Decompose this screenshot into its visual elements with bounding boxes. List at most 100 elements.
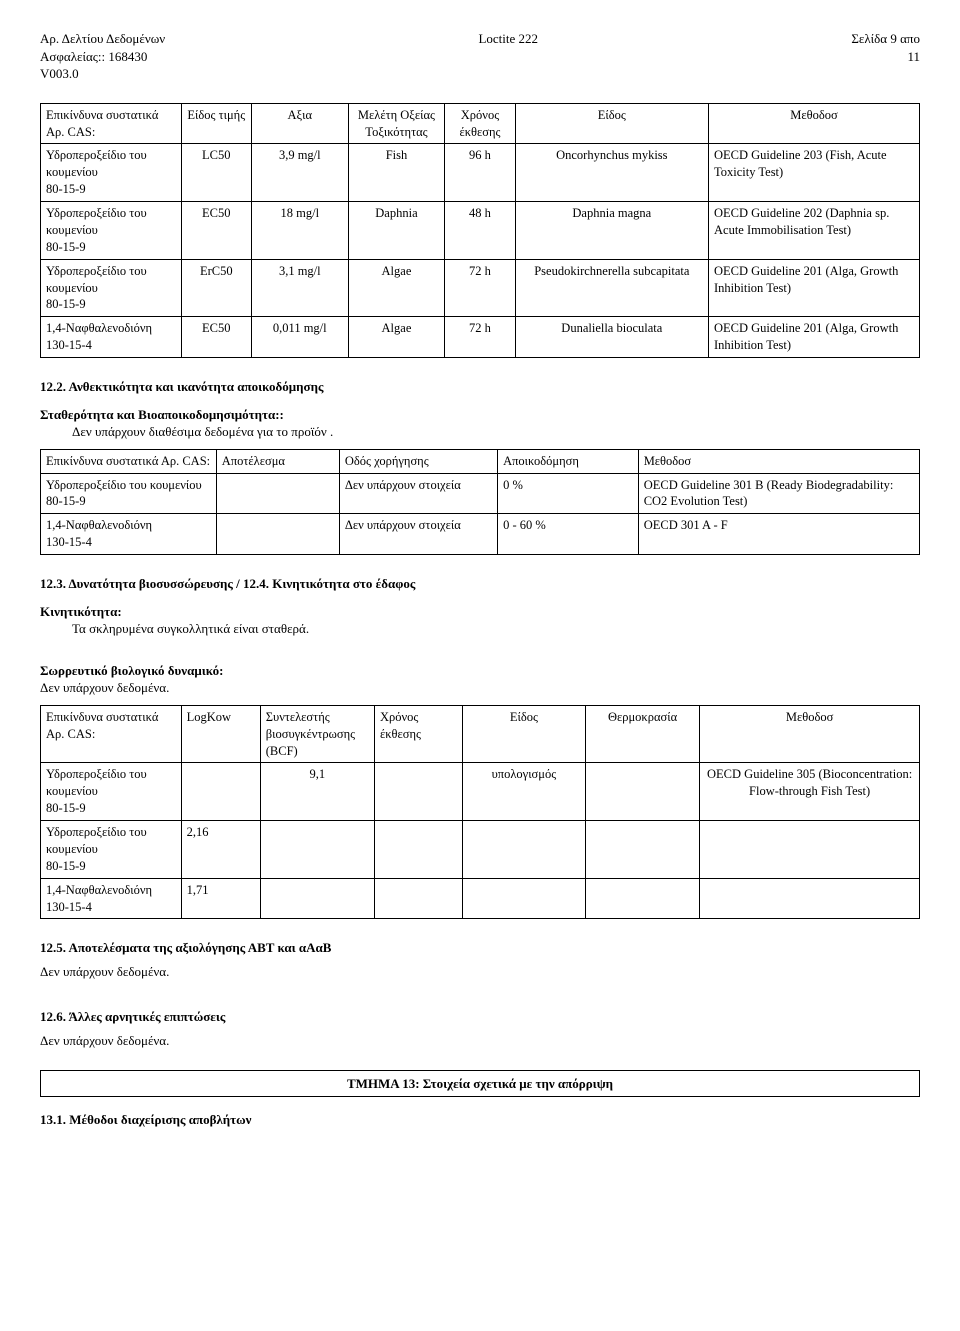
cell: 0 - 60 % bbox=[498, 514, 639, 555]
table-row: Υδροπεροξείδιο του κουμενίου80-15-9 Δεν υ… bbox=[41, 473, 920, 514]
th: Αποικοδόμηση bbox=[498, 449, 639, 473]
table-row: Υδροπεροξείδιο του κουμενίου80-15-92,16 bbox=[41, 821, 920, 879]
bioaccum-subtitle: Σωρρευτικό βιολογικό δυναμικό: bbox=[40, 662, 920, 680]
cell: Fish bbox=[348, 144, 445, 202]
section-12-3-4-title: 12.3. Δυνατότητα βιοσυσσώρευσης / 12.4. … bbox=[40, 575, 920, 593]
cell: OECD 301 A - F bbox=[638, 514, 919, 555]
mobility-subtitle: Κινητικότητα: bbox=[40, 603, 920, 621]
cell: 48 h bbox=[445, 202, 515, 260]
th: Χρόνος έκθεσης bbox=[375, 705, 463, 763]
cell: 0,011 mg/l bbox=[251, 317, 348, 358]
cell: OECD Guideline 305 (Bioconcentration: Fl… bbox=[700, 763, 920, 821]
cell: Δεν υπάρχουν στοιχεία bbox=[339, 473, 497, 514]
cell: 9,1 bbox=[260, 763, 374, 821]
cell: EC50 bbox=[181, 317, 251, 358]
cell: Δεν υπάρχουν στοιχεία bbox=[339, 514, 497, 555]
cell: Algae bbox=[348, 259, 445, 317]
cell: OECD Guideline 201 (Alga, Growth Inhibit… bbox=[709, 317, 920, 358]
section-13-bar: ΤΜΗΜΑ 13: Στοιχεία σχετικά με την απόρρι… bbox=[40, 1070, 920, 1098]
cell: 1,4-Ναφθαλενοδιόνη130-15-4 bbox=[41, 514, 217, 555]
table-row: Υδροπεροξείδιο του κουμενίου80-15-9EC501… bbox=[41, 202, 920, 260]
cell: Υδροπεροξείδιο του κουμενίου80-15-9 bbox=[41, 259, 182, 317]
cell: Υδροπεροξείδιο του κουμενίου80-15-9 bbox=[41, 202, 182, 260]
cell: 3,1 mg/l bbox=[251, 259, 348, 317]
table-row: Υδροπεροξείδιο του κουμενίου80-15-9ErC50… bbox=[41, 259, 920, 317]
mobility-text: Τα σκληρυμένα συγκολλητικά είναι σταθερά… bbox=[72, 620, 920, 638]
cell: Dunaliella bioculata bbox=[515, 317, 708, 358]
section-12-5-title: 12.5. Αποτελέσματα της αξιολόγησης ΑΒΤ κ… bbox=[40, 939, 920, 957]
header-product: Loctite 222 bbox=[478, 30, 538, 83]
cell: Υδροπεροξείδιο του κουμενίου80-15-9 bbox=[41, 763, 182, 821]
stability-subtitle: Σταθερότητα και Βιοαποικοδομησιμότητα:: bbox=[40, 406, 920, 424]
th: Επικίνδυνα συστατικά Αρ. CAS: bbox=[41, 449, 217, 473]
ecotox-table: Επικίνδυνα συστατικά Αρ. CAS: Είδος τιμή… bbox=[40, 103, 920, 358]
cell: Pseudokirchnerella subcapitata bbox=[515, 259, 708, 317]
th: Είδος bbox=[462, 705, 585, 763]
table-row: 1,4-Ναφθαλενοδιόνη130-15-4EC500,011 mg/l… bbox=[41, 317, 920, 358]
th: Είδος bbox=[515, 103, 708, 144]
th: Αξια bbox=[251, 103, 348, 144]
cell: 96 h bbox=[445, 144, 515, 202]
cell: 72 h bbox=[445, 317, 515, 358]
cell: 72 h bbox=[445, 259, 515, 317]
cell bbox=[375, 763, 463, 821]
cell: ErC50 bbox=[181, 259, 251, 317]
cell bbox=[462, 821, 585, 879]
cell bbox=[700, 878, 920, 919]
cell: 18 mg/l bbox=[251, 202, 348, 260]
header-page: Σελίδα 9 απο 11 bbox=[851, 30, 920, 83]
header-left: Αρ. Δελτίου Δεδομένων Ασφαλείας:: 168430… bbox=[40, 30, 165, 83]
page-header: Αρ. Δελτίου Δεδομένων Ασφαλείας:: 168430… bbox=[40, 30, 920, 83]
section-12-6-text: Δεν υπάρχουν δεδομένα. bbox=[40, 1032, 920, 1050]
page-total: 11 bbox=[851, 48, 920, 66]
th: Μεθοδοσ bbox=[638, 449, 919, 473]
section-13-1-title: 13.1. Μέθοδοι διαχείρισης αποβλήτων bbox=[40, 1111, 920, 1129]
th: Αποτέλεσμα bbox=[216, 449, 339, 473]
bioaccum-text: Δεν υπάρχουν δεδομένα. bbox=[40, 679, 920, 697]
th: Μεθοδοσ bbox=[700, 705, 920, 763]
section-12-6-title: 12.6. Άλλες αρνητικές επιπτώσεις bbox=[40, 1008, 920, 1026]
th: Επικίνδυνα συστατικά Αρ. CAS: bbox=[41, 103, 182, 144]
cell bbox=[462, 878, 585, 919]
cell: OECD Guideline 301 B (Ready Biodegradabi… bbox=[638, 473, 919, 514]
cell: OECD Guideline 201 (Alga, Growth Inhibit… bbox=[709, 259, 920, 317]
th: Είδος τιμής bbox=[181, 103, 251, 144]
cell: 0 % bbox=[498, 473, 639, 514]
bcf-table: Επικίνδυνα συστατικά Αρ. CAS: LogKow Συν… bbox=[40, 705, 920, 920]
cell: 2,16 bbox=[181, 821, 260, 879]
section-12-2-title: 12.2. Ανθεκτικότητα και ικανότητα αποικο… bbox=[40, 378, 920, 396]
th: Μεθοδοσ bbox=[709, 103, 920, 144]
th: Θερμοκρασία bbox=[585, 705, 699, 763]
table-head-row: Επικίνδυνα συστατικά Αρ. CAS: LogKow Συν… bbox=[41, 705, 920, 763]
cell: 3,9 mg/l bbox=[251, 144, 348, 202]
sds-version: V003.0 bbox=[40, 65, 165, 83]
cell bbox=[216, 473, 339, 514]
cell bbox=[181, 763, 260, 821]
cell: LC50 bbox=[181, 144, 251, 202]
cell: Υδροπεροξείδιο του κουμενίου80-15-9 bbox=[41, 473, 217, 514]
table-row: 1,4-Ναφθαλενοδιόνη130-15-41,71 bbox=[41, 878, 920, 919]
cell bbox=[216, 514, 339, 555]
page-label: Σελίδα 9 απο bbox=[851, 30, 920, 48]
cell: Algae bbox=[348, 317, 445, 358]
th: Οδός χορήγησης bbox=[339, 449, 497, 473]
cell bbox=[585, 821, 699, 879]
table-head-row: Επικίνδυνα συστατικά Αρ. CAS: Αποτέλεσμα… bbox=[41, 449, 920, 473]
cell bbox=[260, 878, 374, 919]
th: Χρόνος έκθεσης bbox=[445, 103, 515, 144]
cell bbox=[585, 878, 699, 919]
stability-text: Δεν υπάρχουν διαθέσιμα δεδομένα για το π… bbox=[72, 423, 920, 441]
table-row: Υδροπεροξείδιο του κουμενίου80-15-99,1υπ… bbox=[41, 763, 920, 821]
section-12-5-text: Δεν υπάρχουν δεδομένα. bbox=[40, 963, 920, 981]
cell: 1,4-Ναφθαλενοδιόνη130-15-4 bbox=[41, 878, 182, 919]
cell bbox=[375, 821, 463, 879]
sds-number-label: Αρ. Δελτίου Δεδομένων bbox=[40, 30, 165, 48]
cell bbox=[585, 763, 699, 821]
table-row: 1,4-Ναφθαλενοδιόνη130-15-4 Δεν υπάρχουν σ… bbox=[41, 514, 920, 555]
cell: Υδροπεροξείδιο του κουμενίου80-15-9 bbox=[41, 144, 182, 202]
cell: Daphnia magna bbox=[515, 202, 708, 260]
cell: Oncorhynchus mykiss bbox=[515, 144, 708, 202]
th: Συντελεστής βιοσυγκέντρωσης (BCF) bbox=[260, 705, 374, 763]
cell: Daphnia bbox=[348, 202, 445, 260]
th: LogKow bbox=[181, 705, 260, 763]
